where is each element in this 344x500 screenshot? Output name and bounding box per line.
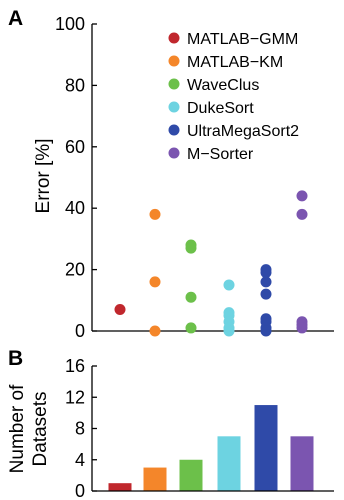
legend-marker: [168, 32, 180, 44]
panel-a-tick-label: 40: [65, 198, 85, 218]
data-point: [114, 304, 126, 316]
panel-b-tick-label: 16: [65, 356, 85, 376]
data-point: [260, 288, 272, 300]
bar: [254, 405, 278, 491]
panel-b-y-ticks: 0 4 8 12 16: [65, 356, 97, 500]
bar: [179, 459, 203, 491]
panel-a-tick-label: 80: [65, 75, 85, 95]
panel-b-tick-label: 4: [75, 450, 85, 470]
legend-label: MATLAB−GMM: [187, 31, 298, 48]
data-point: [223, 279, 235, 291]
panel-b-ylabel-line2: Datasets: [30, 392, 51, 467]
data-point: [260, 267, 272, 279]
legend-label: DukeSort: [187, 100, 254, 117]
panel-b-tick-label: 0: [75, 481, 85, 500]
bar: [290, 436, 314, 491]
bar: [217, 436, 241, 491]
legend-marker: [168, 124, 180, 136]
data-point: [296, 322, 308, 334]
data-point: [223, 325, 235, 337]
panel-a-letter: A: [8, 7, 23, 30]
legend-label: M−Sorter: [187, 146, 254, 163]
panel-a-tick-label: 100: [55, 14, 85, 34]
data-point: [185, 322, 197, 334]
bar: [143, 467, 167, 491]
legend-marker: [168, 147, 180, 159]
legend-label: MATLAB−KM: [187, 54, 283, 71]
legend: MATLAB−GMM MATLAB−KM WaveClus DukeSort Ultra…: [168, 31, 299, 163]
panel-b: B Number of Datasets 0 4 8 12 16: [7, 347, 334, 500]
panel-b-ylabel-line1: Number of: [7, 384, 28, 473]
panel-b-tick-label: 12: [65, 387, 85, 407]
panel-a-y-ticks: 0 20 40 60 80 100: [55, 14, 97, 341]
legend-marker: [168, 101, 180, 113]
data-point: [185, 291, 197, 303]
legend-label: WaveClus: [187, 77, 259, 94]
panel-a-axes: [91, 24, 334, 332]
panel-a-points: [114, 190, 308, 337]
panel-a-tick-label: 20: [65, 260, 85, 280]
panel-b-tick-label: 8: [75, 419, 85, 439]
panel-a-tick-label: 0: [75, 321, 85, 341]
panel-b-letter: B: [8, 347, 23, 370]
data-point: [149, 325, 161, 337]
bar: [108, 483, 132, 491]
data-point: [260, 325, 272, 337]
panel-a-ylabel: Error [%]: [33, 139, 54, 214]
data-point: [296, 208, 308, 220]
data-point: [296, 190, 308, 202]
data-point: [185, 242, 197, 254]
data-point: [149, 276, 161, 288]
panel-a-tick-label: 60: [65, 137, 85, 157]
legend-label: UltraMegaSort2: [187, 123, 299, 140]
legend-marker: [168, 55, 180, 67]
panel-b-bars: [108, 405, 314, 491]
panel-b-ylabel: Number of Datasets: [7, 384, 51, 473]
legend-marker: [168, 78, 180, 90]
data-point: [260, 276, 272, 288]
data-point: [149, 208, 161, 220]
